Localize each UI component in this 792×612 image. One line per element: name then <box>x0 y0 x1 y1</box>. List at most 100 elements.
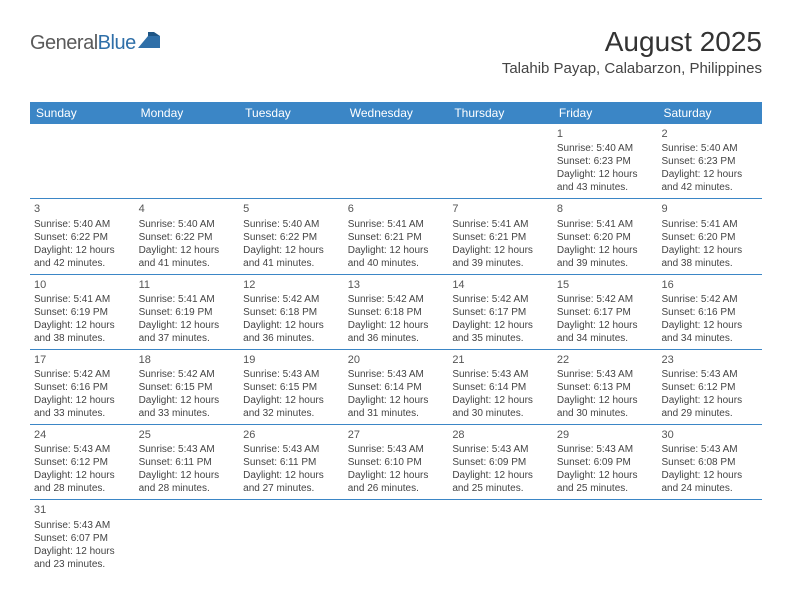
sunrise-line: Sunrise: 5:43 AM <box>452 443 549 456</box>
logo-part1: General <box>30 32 98 54</box>
day-number: 15 <box>557 278 654 292</box>
sunrise-line: Sunrise: 5:40 AM <box>661 142 758 155</box>
sunrise-line: Sunrise: 5:41 AM <box>452 218 549 231</box>
day-number: 5 <box>243 202 340 216</box>
daylight-line-2: and 31 minutes. <box>348 407 445 420</box>
daylight-line-1: Daylight: 12 hours <box>139 469 236 482</box>
sunset-line: Sunset: 6:23 PM <box>557 155 654 168</box>
daylight-line-1: Daylight: 12 hours <box>348 394 445 407</box>
daylight-line-2: and 34 minutes. <box>557 332 654 345</box>
daylight-line-1: Daylight: 12 hours <box>34 244 131 257</box>
sunset-line: Sunset: 6:22 PM <box>34 231 131 244</box>
sunset-line: Sunset: 6:18 PM <box>348 306 445 319</box>
sunrise-line: Sunrise: 5:42 AM <box>661 293 758 306</box>
calendar-cell: 4Sunrise: 5:40 AMSunset: 6:22 PMDaylight… <box>135 199 240 273</box>
calendar-cell-empty <box>239 124 344 198</box>
daylight-line-1: Daylight: 12 hours <box>348 469 445 482</box>
daylight-line-1: Daylight: 12 hours <box>34 545 131 558</box>
logo-part2: Blue <box>98 32 136 54</box>
calendar-cell-empty <box>448 500 553 574</box>
daylight-line-2: and 34 minutes. <box>661 332 758 345</box>
daylight-line-2: and 28 minutes. <box>139 482 236 495</box>
day-header-cell: Saturday <box>657 102 762 124</box>
daylight-line-1: Daylight: 12 hours <box>139 394 236 407</box>
sunrise-line: Sunrise: 5:42 AM <box>348 293 445 306</box>
sunset-line: Sunset: 6:07 PM <box>34 532 131 545</box>
sunset-line: Sunset: 6:15 PM <box>139 381 236 394</box>
daylight-line-1: Daylight: 12 hours <box>661 168 758 181</box>
sunrise-line: Sunrise: 5:42 AM <box>139 368 236 381</box>
sunset-line: Sunset: 6:11 PM <box>243 456 340 469</box>
sunset-line: Sunset: 6:12 PM <box>34 456 131 469</box>
sunrise-line: Sunrise: 5:43 AM <box>452 368 549 381</box>
day-number: 4 <box>139 202 236 216</box>
day-number: 26 <box>243 428 340 442</box>
day-number: 1 <box>557 127 654 141</box>
calendar-cell-empty <box>135 500 240 574</box>
calendar-cell: 12Sunrise: 5:42 AMSunset: 6:18 PMDayligh… <box>239 275 344 349</box>
sunrise-line: Sunrise: 5:43 AM <box>557 443 654 456</box>
sunset-line: Sunset: 6:16 PM <box>661 306 758 319</box>
calendar-cell-empty <box>344 124 449 198</box>
sunset-line: Sunset: 6:21 PM <box>348 231 445 244</box>
calendar-cell: 6Sunrise: 5:41 AMSunset: 6:21 PMDaylight… <box>344 199 449 273</box>
daylight-line-2: and 25 minutes. <box>452 482 549 495</box>
daylight-line-2: and 24 minutes. <box>661 482 758 495</box>
daylight-line-1: Daylight: 12 hours <box>34 469 131 482</box>
calendar-cell: 27Sunrise: 5:43 AMSunset: 6:10 PMDayligh… <box>344 425 449 499</box>
sunset-line: Sunset: 6:20 PM <box>557 231 654 244</box>
day-number: 2 <box>661 127 758 141</box>
daylight-line-2: and 40 minutes. <box>348 257 445 270</box>
daylight-line-2: and 39 minutes. <box>452 257 549 270</box>
daylight-line-2: and 35 minutes. <box>452 332 549 345</box>
daylight-line-1: Daylight: 12 hours <box>139 319 236 332</box>
daylight-line-2: and 38 minutes. <box>34 332 131 345</box>
calendar-cell: 9Sunrise: 5:41 AMSunset: 6:20 PMDaylight… <box>657 199 762 273</box>
daylight-line-1: Daylight: 12 hours <box>452 319 549 332</box>
logo-icon <box>138 32 160 48</box>
sunset-line: Sunset: 6:09 PM <box>557 456 654 469</box>
day-number: 19 <box>243 353 340 367</box>
calendar-weeks: 1 Sunrise: 5:40 AM Sunset: 6:23 PM Daylight… <box>30 124 762 575</box>
day-number: 25 <box>139 428 236 442</box>
day-number: 29 <box>557 428 654 442</box>
day-header-cell: Wednesday <box>344 102 449 124</box>
daylight-line-2: and 33 minutes. <box>34 407 131 420</box>
calendar-cell: 19Sunrise: 5:43 AMSunset: 6:15 PMDayligh… <box>239 350 344 424</box>
daylight-line-1: Daylight: 12 hours <box>243 319 340 332</box>
calendar-cell: 23Sunrise: 5:43 AMSunset: 6:12 PMDayligh… <box>657 350 762 424</box>
sunset-line: Sunset: 6:14 PM <box>348 381 445 394</box>
day-number: 22 <box>557 353 654 367</box>
daylight-line-2: and 25 minutes. <box>557 482 654 495</box>
calendar-cell: 16Sunrise: 5:42 AMSunset: 6:16 PMDayligh… <box>657 275 762 349</box>
sunrise-line: Sunrise: 5:43 AM <box>661 368 758 381</box>
sunset-line: Sunset: 6:13 PM <box>557 381 654 394</box>
calendar-cell-empty <box>30 124 135 198</box>
daylight-line-1: Daylight: 12 hours <box>34 394 131 407</box>
sunset-line: Sunset: 6:14 PM <box>452 381 549 394</box>
daylight-line-2: and 30 minutes. <box>557 407 654 420</box>
calendar-cell-empty <box>135 124 240 198</box>
day-number: 7 <box>452 202 549 216</box>
day-header-cell: Thursday <box>448 102 553 124</box>
day-number: 30 <box>661 428 758 442</box>
daylight-line-1: Daylight: 12 hours <box>661 319 758 332</box>
daylight-line-1: Daylight: 12 hours <box>557 394 654 407</box>
daylight-line-2: and 43 minutes. <box>557 181 654 194</box>
calendar-week: 1 Sunrise: 5:40 AM Sunset: 6:23 PM Daylight… <box>30 124 762 199</box>
daylight-line-2: and 38 minutes. <box>661 257 758 270</box>
calendar-cell: 22Sunrise: 5:43 AMSunset: 6:13 PMDayligh… <box>553 350 658 424</box>
daylight-line-1: Daylight: 12 hours <box>34 319 131 332</box>
day-number: 11 <box>139 278 236 292</box>
daylight-line-2: and 41 minutes. <box>243 257 340 270</box>
day-header-cell: Tuesday <box>239 102 344 124</box>
day-number: 27 <box>348 428 445 442</box>
daylight-line-1: Daylight: 12 hours <box>661 244 758 257</box>
sunset-line: Sunset: 6:09 PM <box>452 456 549 469</box>
daylight-line-1: Daylight: 12 hours <box>452 244 549 257</box>
sunset-line: Sunset: 6:12 PM <box>661 381 758 394</box>
sunrise-line: Sunrise: 5:43 AM <box>34 443 131 456</box>
calendar-cell-empty <box>239 500 344 574</box>
calendar-cell: 21Sunrise: 5:43 AMSunset: 6:14 PMDayligh… <box>448 350 553 424</box>
sunrise-line: Sunrise: 5:43 AM <box>139 443 236 456</box>
